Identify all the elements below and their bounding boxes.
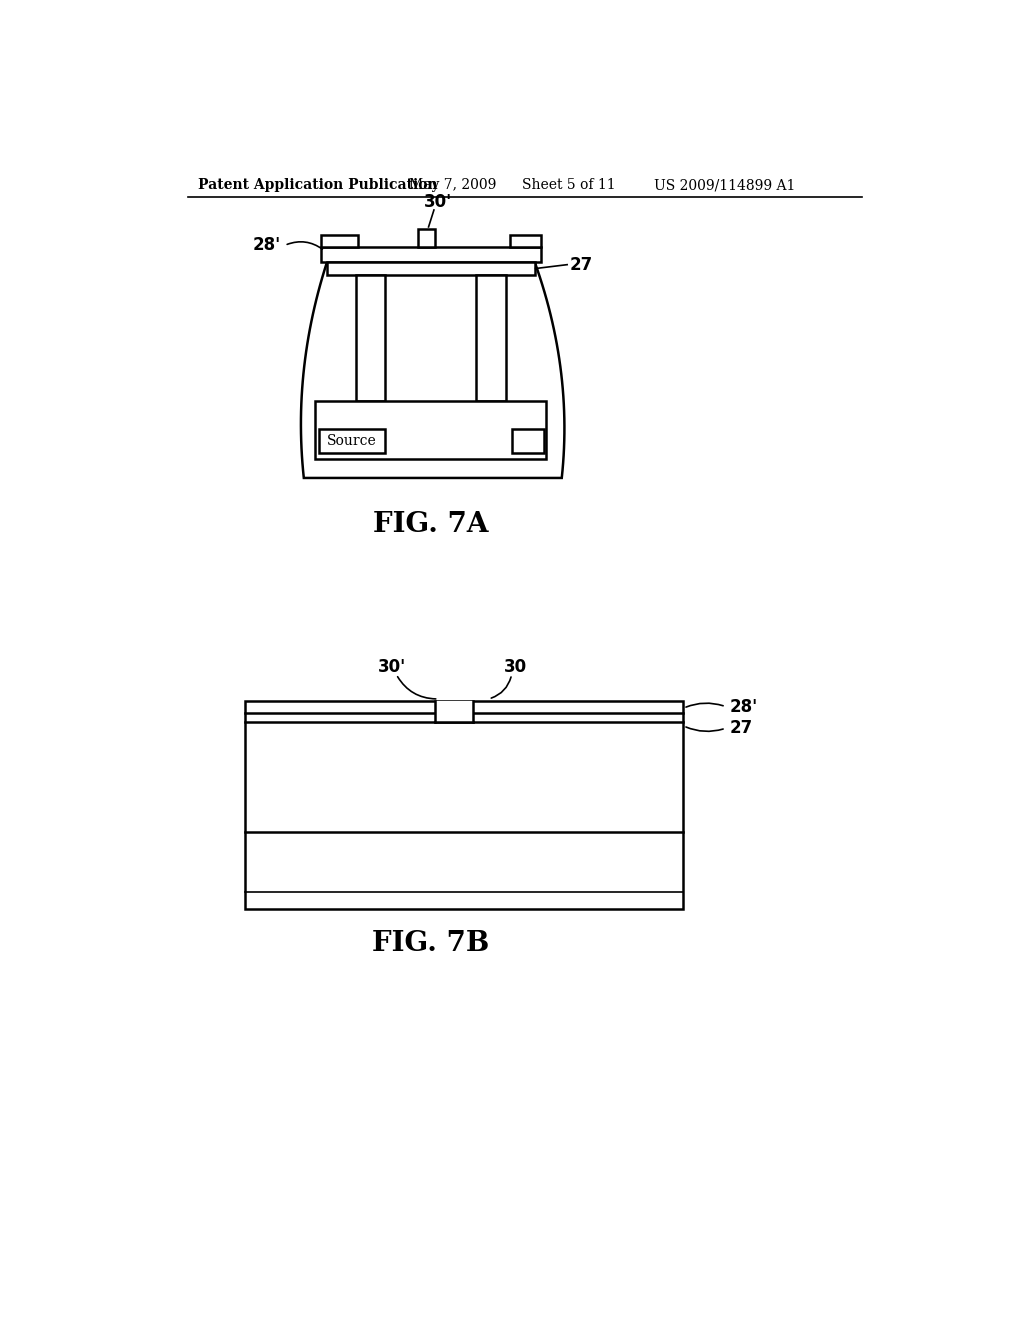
Bar [512,429,544,453]
Text: Sheet 5 of 11: Sheet 5 of 11 [521,178,615,193]
Bar [321,247,541,263]
Text: Source: Source [327,434,377,447]
Text: 28': 28' [253,236,281,255]
Text: US 2009/114899 A1: US 2009/114899 A1 [654,178,796,193]
Text: FIG. 7B: FIG. 7B [373,931,489,957]
Text: 27: 27 [569,256,593,273]
Bar [418,230,435,247]
Text: 28': 28' [730,698,758,715]
Bar [476,275,506,401]
Bar [356,275,385,401]
Text: Patent Application Publication: Patent Application Publication [199,178,438,193]
Bar [327,263,535,275]
Text: FIG. 7A: FIG. 7A [373,511,488,537]
Bar [315,401,547,459]
Bar [435,701,473,722]
Text: May 7, 2009: May 7, 2009 [410,178,497,193]
Text: 27: 27 [730,719,753,737]
Bar [321,235,357,247]
Text: 30': 30' [378,657,407,676]
Text: 30: 30 [504,657,527,676]
Polygon shape [301,263,564,478]
Text: 30': 30' [424,193,452,211]
Bar [245,701,683,909]
Bar [319,429,385,453]
Bar [510,235,541,247]
